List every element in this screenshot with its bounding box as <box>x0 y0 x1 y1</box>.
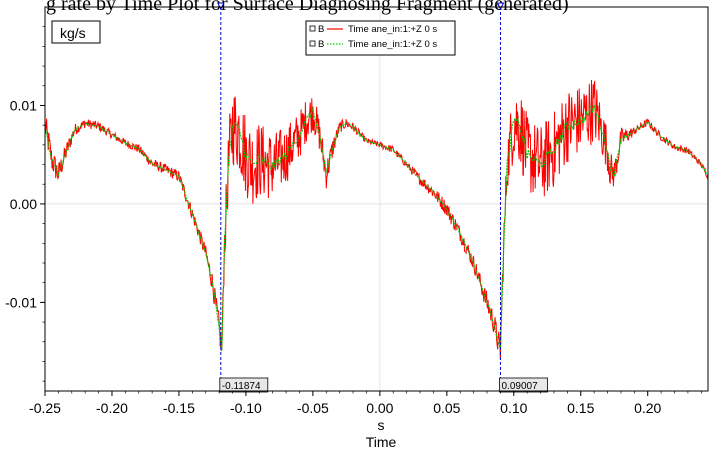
y-tick-label: 0.01 <box>10 97 37 113</box>
legend-marker-letter-2: B <box>318 39 324 50</box>
legend: B Time ane_in:1:+Z 0 s B Time ane_in:1:+… <box>305 20 456 56</box>
cursor-label-box-1 <box>219 377 269 393</box>
x-tick-label: -0.15 <box>163 400 195 416</box>
series-line-red <box>44 79 709 360</box>
cursor-label-box-2 <box>499 377 548 393</box>
y-unit-label: kg/s <box>60 25 86 41</box>
x-tick-label: 0.15 <box>567 400 594 416</box>
legend-entry-2: Time ane_in:1:+Z 0 s <box>348 39 437 50</box>
y-tick-label: -0.01 <box>5 294 37 310</box>
grid-layer <box>45 7 708 391</box>
series-line-green <box>44 104 708 351</box>
cursor-label-2: 0.09007 <box>501 381 538 392</box>
legend-marker-letter-1: B <box>318 24 324 35</box>
legend-marker-2 <box>309 40 316 47</box>
x-tick-label: 0.00 <box>366 400 393 416</box>
cursor-handle-2[interactable] <box>496 2 505 11</box>
x-axis-unit: s <box>378 417 385 433</box>
plot-frame <box>44 6 709 392</box>
x-tick-label: -0.10 <box>230 400 262 416</box>
x-tick-label: 0.05 <box>433 400 460 416</box>
y-unit-box: kg/s <box>51 20 101 44</box>
x-tick-label: -0.25 <box>29 400 61 416</box>
cursor-layer[interactable]: -0.11874 0.09007 <box>216 2 548 393</box>
x-axis-title: Time <box>366 434 397 450</box>
legend-entry-1: Time ane_in:1:+Z 0 s <box>348 24 437 35</box>
y-tick-label: 0.00 <box>10 196 37 212</box>
cursor-label-1: -0.11874 <box>222 381 261 392</box>
legend-marker-1 <box>309 25 316 32</box>
tick-layer: -0.25 -0.20 -0.15 -0.10 -0.05 0.00 0.05 0.10 0.1… <box>5 26 702 416</box>
x-tick-label: 0.10 <box>500 400 527 416</box>
x-tick-label: -0.20 <box>96 400 128 416</box>
x-tick-label: -0.05 <box>297 400 329 416</box>
x-tick-label: 0.20 <box>634 400 661 416</box>
series-layer <box>44 79 709 360</box>
cursor-handle-1[interactable] <box>216 2 225 11</box>
